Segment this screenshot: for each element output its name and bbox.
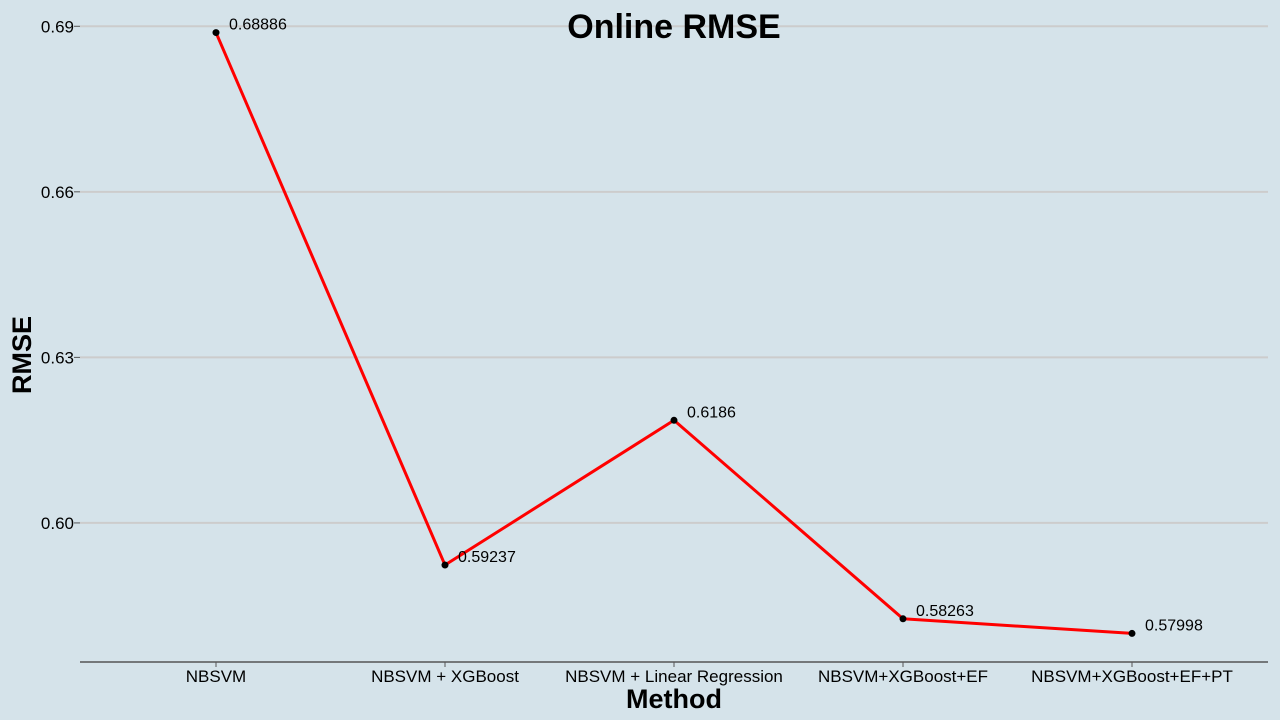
data-point [670, 416, 678, 424]
y-tick-label: 0.69 [41, 17, 74, 36]
data-points [212, 29, 1136, 637]
data-label: 0.59237 [458, 549, 516, 566]
x-tick-label: NBSVM+XGBoost+EF [818, 667, 988, 686]
y-axis-title: RMSE [7, 316, 37, 394]
data-label: 0.68886 [229, 17, 287, 34]
data-point [212, 29, 220, 37]
y-tick-label: 0.63 [41, 348, 74, 367]
gridlines [74, 25, 1268, 524]
y-tick-label: 0.60 [41, 514, 74, 533]
data-label: 0.57998 [1145, 617, 1203, 634]
data-point [441, 561, 449, 569]
x-tick-label: NBSVM [186, 667, 246, 686]
data-labels: 0.68886 0.59237 0.6186 0.58263 0.57998 [229, 17, 1203, 635]
y-tick-label: 0.66 [41, 183, 74, 202]
data-label: 0.58263 [916, 603, 974, 620]
data-point [899, 615, 907, 623]
x-tick-label: NBSVM + XGBoost [371, 667, 519, 686]
x-axis-title: Method [626, 684, 722, 714]
data-point [1128, 629, 1136, 637]
data-label: 0.6186 [687, 404, 736, 421]
x-tick-labels: NBSVM NBSVM + XGBoost NBSVM + Linear Regre… [186, 662, 1233, 686]
x-tick-label: NBSVM + Linear Regression [565, 667, 783, 686]
x-tick-label: NBSVM+XGBoost+EF+PT [1031, 667, 1233, 686]
y-tick-labels: 0.60 0.63 0.66 0.69 [41, 17, 74, 533]
chart-title: Online RMSE [567, 8, 780, 46]
